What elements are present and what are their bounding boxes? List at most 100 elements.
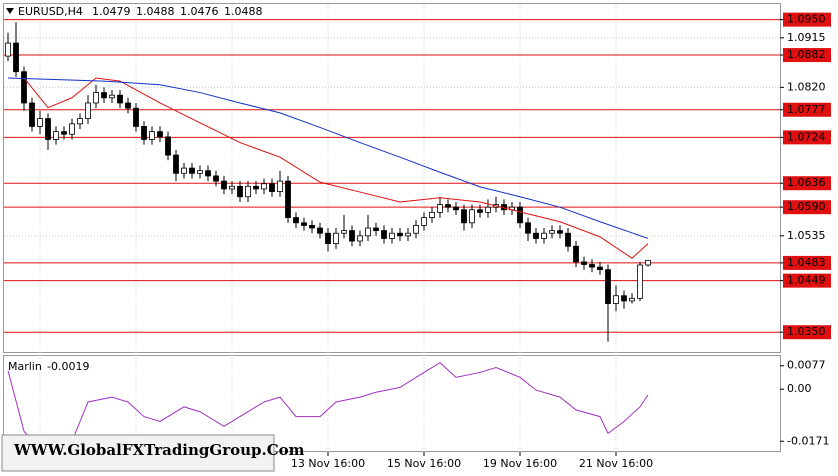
candle-body	[581, 261, 587, 265]
y-tick-label: 1.0820	[787, 80, 826, 93]
candle-body	[261, 183, 267, 190]
watermark: WWW.GlobalFXTradingGroup.Com	[13, 441, 305, 459]
candle-body	[525, 222, 531, 234]
x-tick-label: 21 Nov 16:00	[579, 457, 653, 470]
candle-body	[125, 102, 131, 109]
y-tick-label: 1.0535	[787, 229, 826, 242]
candle-body	[453, 206, 459, 211]
candle-body	[293, 217, 299, 224]
moving-average	[7, 77, 649, 239]
candle-body	[533, 232, 539, 239]
candle-body	[557, 230, 563, 234]
y-tick-label: 1.0483	[787, 256, 826, 269]
candle-body	[101, 92, 107, 99]
candle-body	[197, 170, 203, 174]
y-tick-label: 1.0449	[787, 274, 826, 287]
y-tick-label: -0.0171	[787, 434, 829, 447]
symbol-title: EURUSD,H4	[18, 5, 83, 18]
candle-body	[205, 170, 211, 177]
candle-body	[445, 204, 451, 208]
candle-body	[61, 131, 67, 135]
candle-body	[341, 230, 347, 234]
candle-body	[565, 232, 571, 247]
candle-body	[181, 167, 187, 174]
candle-body	[45, 118, 51, 140]
candle-body	[109, 94, 115, 99]
level-label-box	[783, 255, 831, 270]
candle-body	[221, 180, 227, 190]
main-layer: 13 Nov 16:00 15 Nov 16:00 19 Nov 16:00 21 N…	[4, 4, 831, 470]
candle-body	[373, 227, 379, 232]
level-label-box	[783, 130, 831, 145]
close-value: 1.0488	[224, 5, 263, 18]
moving-average	[23, 77, 649, 259]
level-label-box	[783, 325, 831, 340]
candle-body	[469, 209, 475, 224]
y-tick-label: 1.0636	[787, 176, 826, 189]
candle-body	[325, 232, 331, 245]
candle-body	[597, 266, 603, 271]
candle-body	[213, 175, 219, 182]
candle-body	[549, 230, 555, 234]
candle-body	[605, 269, 611, 304]
candle-body	[589, 264, 595, 268]
candle-body	[429, 211, 435, 218]
candle-body	[173, 154, 179, 174]
x-tick-label: 13 Nov 16:00	[291, 457, 365, 470]
candle-body	[365, 227, 371, 237]
level-label-box	[783, 102, 831, 117]
y-tick-label: 1.0950	[787, 13, 826, 26]
candle-body	[13, 42, 19, 73]
candle-body	[405, 232, 411, 237]
indicator-value: -0.0019	[47, 360, 89, 373]
candle-body	[333, 232, 339, 245]
indicator-title: Marlin	[8, 360, 42, 373]
y-tick-label: 0.00	[787, 382, 812, 395]
candle-body	[421, 217, 427, 226]
candle-body	[53, 131, 59, 140]
candle-body	[141, 126, 147, 140]
candle-body	[277, 180, 283, 192]
candle-body	[485, 206, 491, 213]
level-label-box	[783, 273, 831, 288]
candle-body	[397, 232, 403, 237]
candle-body	[189, 167, 195, 174]
candle-body	[245, 185, 251, 198]
candle-body	[645, 259, 651, 266]
watermark-box	[1, 434, 275, 472]
candle-body	[149, 131, 155, 140]
candle-body	[637, 264, 643, 299]
candle-body	[461, 209, 467, 224]
y-tick-label: 1.0350	[787, 325, 826, 338]
candle-body	[437, 204, 443, 213]
candle-body	[237, 185, 243, 198]
y-tick-label: 1.0724	[787, 130, 826, 143]
candle-body	[613, 295, 619, 304]
level-label-box	[783, 48, 831, 63]
candle-body	[93, 92, 99, 104]
level-label-box	[783, 12, 831, 27]
low-value: 1.0476	[180, 5, 219, 18]
candle-body	[629, 297, 635, 302]
candle-body	[349, 230, 355, 242]
y-tick-label: 1.0882	[787, 48, 826, 61]
candle-body	[117, 94, 123, 104]
x-tick-label: 19 Nov 16:00	[483, 457, 557, 470]
candle-body	[285, 180, 291, 218]
candle-body	[621, 295, 627, 302]
candle-body	[357, 235, 363, 242]
menu-arrow	[6, 8, 14, 14]
candle-body	[5, 42, 11, 57]
candle-body	[133, 107, 139, 127]
x-tick-label: 15 Nov 16:00	[387, 457, 461, 470]
candle-body	[317, 227, 323, 234]
candle-body	[381, 230, 387, 239]
indicator-line	[7, 362, 649, 451]
candle-body	[165, 136, 171, 156]
candle-body	[77, 118, 83, 125]
candle-body	[29, 102, 35, 127]
y-tick-label: 1.0915	[787, 31, 826, 44]
indicator-panel	[3, 355, 781, 452]
open-value: 1.0479	[92, 5, 131, 18]
